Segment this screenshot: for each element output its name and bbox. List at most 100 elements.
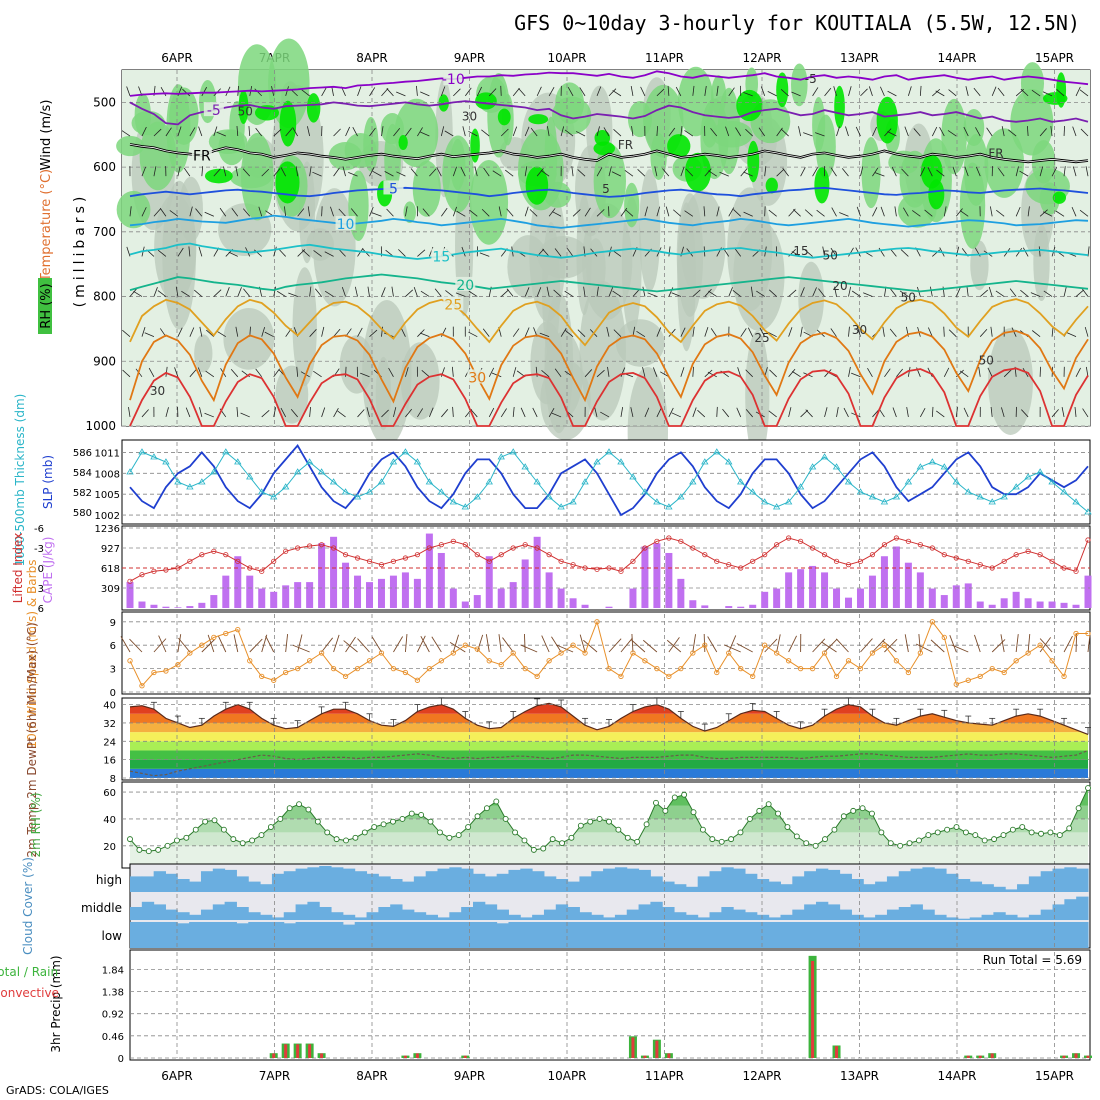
rh2m-marker	[596, 816, 603, 822]
thickness-marker	[892, 493, 901, 500]
thickness-marker	[210, 468, 218, 475]
wind-barb	[892, 407, 897, 418]
rh2m-marker	[568, 834, 575, 841]
wind-barb	[848, 366, 851, 377]
rh2m-marker	[258, 832, 265, 839]
lifted-marker	[342, 552, 349, 558]
wind-barb	[292, 127, 298, 137]
wind-barb	[444, 130, 454, 137]
wind-barb	[889, 328, 897, 337]
temperature-contour	[129, 70, 1089, 97]
thickness-marker	[317, 468, 326, 475]
lifted-marker	[223, 552, 229, 558]
side-labels: Wind (m/s) Temperature (°C) RH (%) (mill…	[0, 100, 88, 1053]
cape-bar	[641, 546, 649, 608]
wind-barb	[851, 372, 861, 378]
wind-barb	[1084, 326, 1089, 337]
cloud-cell-high	[295, 868, 308, 892]
rh2m-marker	[746, 816, 753, 822]
cloud-cell-high	[319, 866, 332, 892]
wind-barb	[183, 167, 191, 177]
cloud-cell-high	[472, 873, 486, 892]
freezing-contour-inner	[129, 144, 1089, 163]
wind-speed-marker	[235, 626, 241, 633]
rh2m-marker	[681, 791, 688, 798]
wind-barb	[1031, 89, 1041, 97]
lifted-marker	[965, 558, 971, 564]
rh2m-marker	[446, 834, 453, 841]
cape-bar	[1060, 602, 1068, 608]
wind-barb	[848, 86, 852, 96]
wind-barb	[764, 166, 767, 177]
wind-speed-marker	[127, 658, 133, 664]
lifted-marker	[977, 562, 983, 568]
lifted-marker	[486, 558, 492, 564]
lifted-index-line	[129, 537, 1089, 582]
wind10m-barb	[158, 635, 167, 653]
wind-barb	[665, 206, 670, 217]
wind-barb	[798, 126, 801, 137]
cloud-cell-low	[295, 922, 308, 948]
wind-barb	[1030, 292, 1041, 297]
cloud-cell-high	[461, 868, 474, 892]
thickness-marker	[677, 493, 685, 500]
wind-barb	[830, 167, 837, 177]
wind-barb	[644, 407, 650, 418]
wind-barb	[1038, 246, 1041, 257]
rh2m-marker	[164, 842, 171, 849]
cape-bar	[1024, 598, 1032, 608]
cloud-cell-middle	[981, 914, 994, 920]
wind-barb	[552, 211, 562, 217]
cloud-cell-high	[804, 871, 817, 892]
cloud-cell-middle	[543, 909, 557, 920]
lifted-marker	[235, 558, 241, 564]
cloud-cell-high	[130, 876, 143, 892]
rh2m-tick-label: 20	[103, 842, 116, 853]
wind10m-barb	[631, 639, 646, 653]
cloud-cell-middle	[756, 914, 770, 920]
wind-barb	[488, 367, 495, 377]
lifted-marker	[678, 538, 684, 544]
cloud-cell-low	[402, 922, 415, 948]
cloud-cell-high	[697, 876, 711, 892]
wind-barb	[219, 207, 227, 217]
rh-shade-grey	[677, 202, 696, 352]
wind-barb	[197, 367, 203, 377]
wind-barb	[782, 167, 789, 177]
wind-barb	[656, 327, 662, 337]
wind-barb	[1021, 409, 1029, 418]
contour-label: 15	[432, 249, 450, 265]
cloud-cell-low	[472, 922, 486, 948]
wind-barb	[1071, 206, 1077, 217]
cloud-cell-middle	[697, 917, 711, 920]
wind10m-barb	[393, 636, 404, 653]
top-date-label: 12APR	[742, 51, 781, 65]
wind-speed-marker	[330, 665, 337, 672]
wind-barb	[313, 370, 322, 378]
cloud-cell-low	[910, 922, 923, 948]
wind-barb	[728, 207, 735, 217]
wind-barb	[198, 126, 203, 137]
cloud-cell-middle	[319, 907, 332, 920]
wind-barb	[630, 85, 634, 96]
cloud-cell-middle	[496, 909, 509, 920]
lifted-marker	[1037, 552, 1043, 558]
cloud-row-label: middle	[81, 901, 122, 915]
wind-speed-marker	[929, 619, 935, 625]
temp-band	[130, 768, 1088, 778]
contour-label: 5	[389, 181, 398, 197]
wind-barb	[307, 206, 311, 217]
cloud-cell-low	[603, 922, 616, 948]
rh2m-marker	[418, 811, 425, 818]
wind-barb	[931, 406, 934, 417]
cloud-cell-high	[815, 868, 829, 892]
rh-legend-swatch	[38, 278, 52, 334]
wind-barb	[360, 372, 370, 378]
wind-barb	[153, 128, 162, 137]
wind-barb	[520, 407, 526, 418]
wind10m-barb	[620, 637, 633, 653]
temperature-contour	[129, 242, 1089, 260]
lifted-marker	[1013, 552, 1019, 558]
thickness-marker	[126, 468, 134, 475]
wind-barb	[235, 166, 239, 177]
